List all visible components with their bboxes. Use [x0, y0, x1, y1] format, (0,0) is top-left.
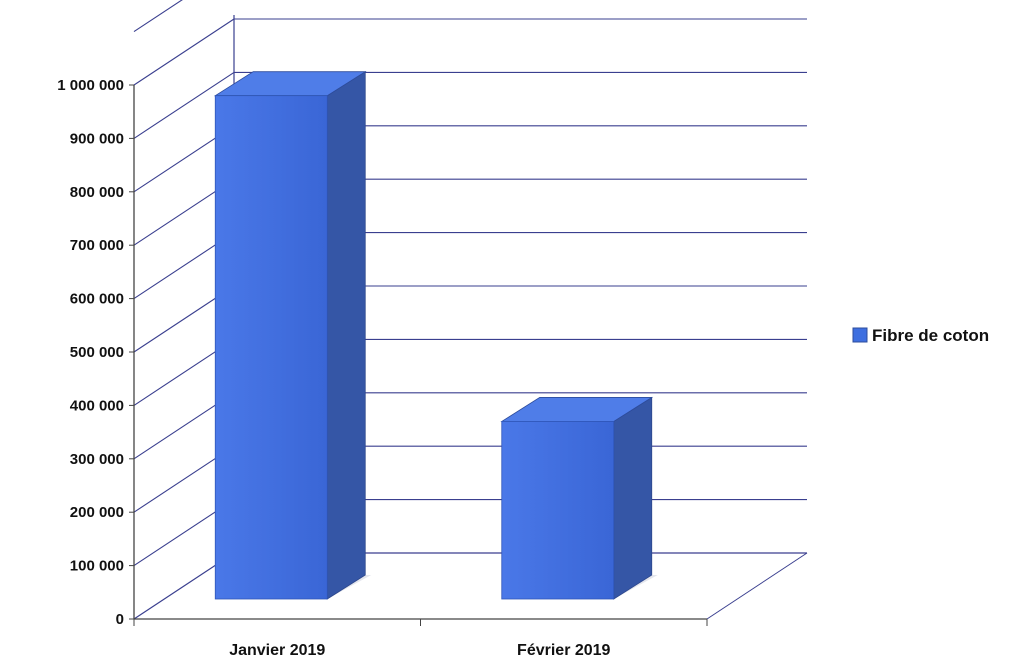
- y-tick-label: 200 000: [70, 504, 124, 521]
- y-tick-label: 1 000 000: [57, 77, 124, 94]
- floor-right-edge: [706, 552, 808, 620]
- x-axis: Janvier 2019 Février 2019: [133, 618, 708, 659]
- y-tick-label: 600 000: [70, 291, 124, 308]
- gridline-diagonal: [133, 71, 235, 139]
- y-tick-label: 300 000: [70, 451, 124, 468]
- y-tick-label: 100 000: [70, 558, 124, 575]
- bar-side: [326, 70, 366, 600]
- gridline-diagonal: [133, 0, 183, 33]
- bar-front: [214, 95, 328, 600]
- legend-label: Fibre de coton: [872, 326, 989, 345]
- gridline-diagonal: [133, 18, 235, 86]
- x-tick-label: Février 2019: [517, 642, 611, 659]
- y-tick-label: 700 000: [70, 237, 124, 254]
- legend: Fibre de coton: [852, 326, 989, 345]
- y-axis: 0 100 000 200 000 300 000 400 000 500 000 600 …: [57, 77, 135, 628]
- bar-side: [613, 396, 653, 600]
- x-tick-label: Janvier 2019: [229, 642, 325, 659]
- bar-front: [501, 421, 615, 600]
- y-tick-label: 500 000: [70, 344, 124, 361]
- bar: [213, 70, 372, 600]
- bar: [500, 396, 658, 600]
- y-tick-label: 0: [116, 611, 124, 628]
- y-tick-label: 900 000: [70, 130, 124, 147]
- y-tick-label: 400 000: [70, 397, 124, 414]
- y-tick-label: 800 000: [70, 184, 124, 201]
- legend-swatch: [852, 327, 868, 343]
- bars: [213, 70, 658, 600]
